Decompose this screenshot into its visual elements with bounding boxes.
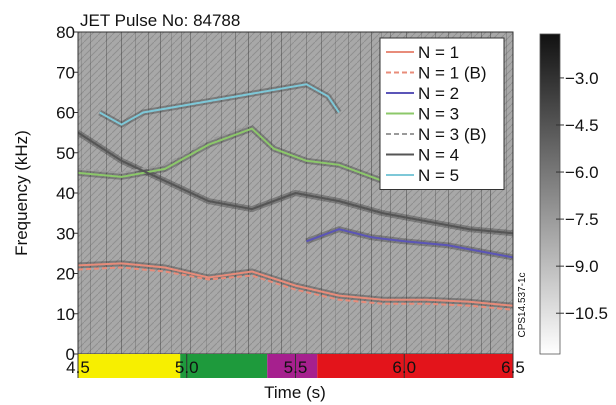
spectrogram-stripe [81, 32, 82, 354]
x-tick-label: 6.0 [392, 358, 416, 377]
series-line-n-5 [99, 83, 340, 126]
legend-label: N = 3 [418, 105, 459, 124]
spectrogram-stripe [471, 32, 472, 354]
legend-label: N = 1 [418, 43, 459, 62]
phase-band [267, 354, 318, 378]
spectrogram-stripe [106, 32, 107, 354]
legend-label: N = 1 (B) [418, 64, 487, 83]
phase-band [78, 354, 181, 378]
y-tick-label: 80 [56, 23, 75, 42]
spectrogram-stripe [290, 32, 291, 354]
phase-band [317, 354, 513, 378]
spectrogram-stripe [206, 32, 207, 354]
y-axis-label: Frequency (kHz) [12, 130, 31, 256]
series-line-n-1 [78, 262, 513, 307]
x-tick-label: 6.5 [501, 358, 525, 377]
spectrogram-stripe [506, 32, 507, 354]
y-tick-label: 60 [56, 104, 75, 123]
y-tick-label: 40 [56, 184, 75, 203]
x-tick-label: 5.0 [175, 358, 199, 377]
phase-band [180, 354, 268, 378]
spectrogram-stripe [481, 32, 482, 354]
colorbar-tick-label: −10.5 [565, 304, 608, 323]
legend: N = 1 N = 1 (B)N = 2 N = 3N = 3 (B) N = 4N … [379, 37, 505, 190]
legend-label: N = 4 [418, 146, 459, 165]
x-axis: 4.5 5.0 5.5 6.0 6.5 [66, 354, 525, 378]
y-tick-label: 70 [56, 63, 75, 82]
y-tick-label: 20 [56, 265, 75, 284]
spectrogram-stripe [348, 32, 349, 354]
spectrogram-stripe [221, 32, 222, 354]
series-line-n-3 [78, 127, 383, 182]
spectrogram-stripe [435, 32, 436, 354]
series-line-n-1-b [78, 266, 513, 311]
spectrogram-stripe [135, 32, 136, 354]
spectrogram-stripe [306, 32, 307, 354]
series-line-n-2 [306, 228, 513, 259]
spectrogram-stripe [121, 32, 122, 354]
spectrogram-stripe [335, 32, 336, 354]
chart-title: JET Pulse No: 84788 [80, 11, 240, 30]
y-tick-label: 50 [56, 144, 75, 163]
spectrogram-stripe [148, 32, 149, 354]
x-axis-label: Time (s) [264, 383, 326, 402]
spectrogram-stripe [235, 32, 236, 354]
mode-series [78, 83, 513, 311]
x-tick-label: 4.5 [66, 358, 90, 377]
phase-band-axis [78, 354, 513, 378]
spectrogram-stripe [281, 32, 282, 354]
spectrogram-stripe [448, 32, 449, 354]
spectrogram-stripe [490, 32, 491, 354]
spectrogram-stripe [160, 32, 161, 354]
colorbar-tick-label: −3.0 [565, 69, 599, 88]
spectrogram-stripe [181, 32, 182, 354]
spectrogram-stripe [248, 32, 249, 354]
spectrogram-stripe [260, 32, 261, 354]
colorbar: −3.0 −4.5 −6.0 −7.5 −9.0 −10.5 [539, 33, 608, 355]
colorbar-tick-label: −4.5 [565, 116, 599, 135]
x-tick-label: 5.5 [284, 358, 308, 377]
spectrogram-stripe [381, 32, 382, 354]
figure-code-annotation: CPS14.537-1c [517, 272, 528, 337]
spectrogram-stripe [271, 32, 272, 354]
spectrogram-stripe [171, 32, 172, 354]
colorbar-gradient [539, 33, 561, 355]
spectrogram-stripe [406, 32, 407, 354]
spectrogram-stripe [371, 32, 372, 354]
spectrogram-stripe [390, 32, 391, 354]
y-tick-label: 0 [66, 345, 75, 364]
spectrogram-stripe [90, 32, 91, 354]
legend-label: N = 3 (B) [418, 125, 487, 144]
y-axis: 0 10 20 30 40 50 60 70 80 [56, 23, 78, 364]
colorbar-tick-label: −9.0 [565, 257, 599, 276]
series-line-n-3-b [78, 123, 253, 174]
spectrogram-stripe [460, 32, 461, 354]
legend-label: N = 2 [418, 84, 459, 103]
spectrogram-stripe [321, 32, 322, 354]
spectrogram-stripe [360, 32, 361, 354]
spectrogram-stripe [421, 32, 422, 354]
series-line-n-4 [78, 131, 513, 235]
legend-label: N = 5 [418, 166, 459, 185]
y-tick-label: 30 [56, 224, 75, 243]
y-tick-label: 10 [56, 305, 75, 324]
colorbar-tick-label: −6.0 [565, 163, 599, 182]
colorbar-tick-label: −7.5 [565, 210, 599, 229]
